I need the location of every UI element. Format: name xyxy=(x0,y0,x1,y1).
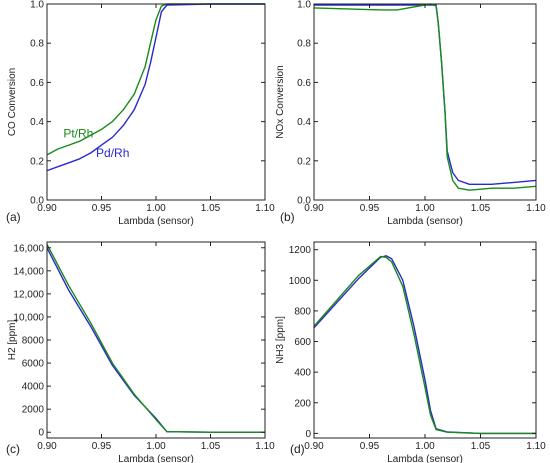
y-tick-label: 1000 xyxy=(289,276,312,287)
y-tick-label: 0.0 xyxy=(297,196,311,207)
y-tick-label: 0.0 xyxy=(30,196,44,207)
y-tick-label: 2000 xyxy=(22,405,45,416)
x-tick-label: 1.10 xyxy=(255,441,275,452)
y-tick-label: 1.0 xyxy=(297,0,311,11)
y-axis-label: NOx Conversion xyxy=(275,65,286,138)
y-tick-label: 1200 xyxy=(289,245,312,256)
x-tick-label: 0.95 xyxy=(360,441,380,452)
y-tick-label: 8000 xyxy=(22,336,45,347)
x-tick-label: 1.10 xyxy=(255,203,275,214)
y-tick-label: 800 xyxy=(294,306,311,317)
x-tick-label: 0.90 xyxy=(37,441,57,452)
x-tick-label: 1.05 xyxy=(201,203,221,214)
panel-3: 0.90 0.95 1.00 1.05 1.10 0 2000 4000 6000 8000 10,… xyxy=(6,241,275,463)
y-tick-label: 4000 xyxy=(22,382,45,393)
x-axis-label: Lambda (sensor) xyxy=(118,216,194,227)
x-tick-label: 0.95 xyxy=(360,203,380,214)
y-tick-label: 200 xyxy=(294,398,311,409)
y-tick-label: 0.4 xyxy=(30,117,44,128)
y-tick-label: 6000 xyxy=(22,359,45,370)
x-axis-label: Lambda (sensor) xyxy=(387,454,463,463)
y-tick-label: 0.8 xyxy=(297,39,311,50)
y-axis-label: NH3 [ppm] xyxy=(275,316,286,364)
series-line-pt-rh xyxy=(313,3,537,191)
series-annotation: Pd/Rh xyxy=(96,146,129,160)
plot-frame xyxy=(313,3,537,201)
panel-label: (c) xyxy=(6,442,20,456)
panel-4: 0.90 0.95 1.00 1.05 1.10 0 200 400 600 800 1000 120… xyxy=(275,241,546,463)
y-axis-label: CO Conversion xyxy=(7,68,18,136)
y-tick-label: 0.6 xyxy=(30,78,44,89)
panel-2: 0.90 0.95 1.00 1.05 1.10 0.0 0.2 0.4 0.6 0.8 1.0 La… xyxy=(275,0,546,227)
x-tick-label: 1.05 xyxy=(471,203,491,214)
panel-label: (d) xyxy=(290,442,305,456)
x-tick-label: 0.90 xyxy=(37,203,57,214)
x-axis-label: Lambda (sensor) xyxy=(118,454,194,463)
x-axis-label: Lambda (sensor) xyxy=(387,216,463,227)
series-line-pd-rh xyxy=(46,3,265,172)
x-tick-label: 1.00 xyxy=(415,203,435,214)
x-tick-label: 1.10 xyxy=(526,203,546,214)
x-tick-label: 0.90 xyxy=(304,441,324,452)
y-tick-label: 0.2 xyxy=(30,156,44,167)
y-tick-label: 1.0 xyxy=(30,0,44,11)
series-annotation: Pt/Rh xyxy=(63,126,93,140)
panel-label: (b) xyxy=(280,210,295,224)
x-tick-label: 1.00 xyxy=(146,441,166,452)
x-tick-label: 0.95 xyxy=(92,203,112,214)
x-tick-label: 0.95 xyxy=(92,441,112,452)
panel-label: (a) xyxy=(6,210,21,224)
plot-frame xyxy=(46,3,266,201)
y-tick-label: 0.4 xyxy=(297,117,311,128)
series-line-pd-rh xyxy=(313,255,536,435)
plot-frame xyxy=(46,241,266,439)
y-axis-label: H2 [ppm] xyxy=(7,319,18,360)
y-tick-label: 0.2 xyxy=(297,156,311,167)
x-tick-label: 0.90 xyxy=(304,203,324,214)
series-line-pt-rh xyxy=(313,255,536,435)
y-tick-label: 12,000 xyxy=(13,289,44,300)
series-line-pt-rh xyxy=(46,3,265,156)
x-tick-label: 1.10 xyxy=(526,441,546,452)
y-tick-label: 0.8 xyxy=(30,39,44,50)
y-tick-label: 16,000 xyxy=(13,243,44,254)
x-tick-label: 1.00 xyxy=(146,203,166,214)
y-tick-label: 0 xyxy=(38,428,44,439)
series-line-pd-rh xyxy=(46,247,265,433)
series-line-pt-rh xyxy=(46,243,265,433)
x-tick-label: 1.05 xyxy=(201,441,221,452)
y-tick-label: 600 xyxy=(294,337,311,348)
y-tick-label: 400 xyxy=(294,368,311,379)
plot-frame xyxy=(313,241,537,439)
series-line-pd-rh xyxy=(314,4,537,185)
y-tick-label: 0 xyxy=(305,429,311,440)
y-tick-label: 14,000 xyxy=(13,266,44,277)
x-tick-label: 1.05 xyxy=(471,441,491,452)
y-tick-label: 10,000 xyxy=(13,312,44,323)
x-tick-label: 1.00 xyxy=(415,441,435,452)
panel-1: 0.90 0.95 1.00 1.05 1.10 0.0 0.2 0.4 0.6 0.8 1.0 La… xyxy=(6,0,275,227)
y-tick-label: 0.6 xyxy=(297,78,311,89)
